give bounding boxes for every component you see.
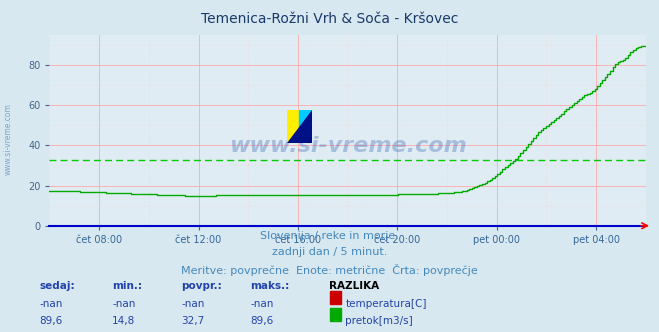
Text: -nan: -nan bbox=[250, 299, 273, 309]
Polygon shape bbox=[287, 110, 312, 143]
Text: povpr.:: povpr.: bbox=[181, 281, 222, 290]
Text: Meritve: povprečne  Enote: metrične  Črta: povprečje: Meritve: povprečne Enote: metrične Črta:… bbox=[181, 264, 478, 276]
Bar bbox=[287, 110, 299, 143]
Text: -nan: -nan bbox=[40, 299, 63, 309]
Bar bbox=[299, 110, 312, 143]
Text: Slovenija / reke in morje.: Slovenija / reke in morje. bbox=[260, 231, 399, 241]
Text: sedaj:: sedaj: bbox=[40, 281, 75, 290]
Text: www.si-vreme.com: www.si-vreme.com bbox=[229, 135, 467, 156]
Text: 32,7: 32,7 bbox=[181, 316, 204, 326]
Text: 14,8: 14,8 bbox=[112, 316, 135, 326]
Text: -nan: -nan bbox=[181, 299, 204, 309]
Text: zadnji dan / 5 minut.: zadnji dan / 5 minut. bbox=[272, 247, 387, 257]
Text: Temenica-Rožni Vrh & Soča - Kršovec: Temenica-Rožni Vrh & Soča - Kršovec bbox=[201, 12, 458, 26]
Text: maks.:: maks.: bbox=[250, 281, 290, 290]
Text: pretok[m3/s]: pretok[m3/s] bbox=[345, 316, 413, 326]
Text: temperatura[C]: temperatura[C] bbox=[345, 299, 427, 309]
Text: min.:: min.: bbox=[112, 281, 142, 290]
Text: RAZLIKA: RAZLIKA bbox=[330, 281, 380, 290]
Text: 89,6: 89,6 bbox=[40, 316, 63, 326]
Text: www.si-vreme.com: www.si-vreme.com bbox=[3, 104, 13, 175]
Text: -nan: -nan bbox=[112, 299, 135, 309]
Text: 89,6: 89,6 bbox=[250, 316, 273, 326]
